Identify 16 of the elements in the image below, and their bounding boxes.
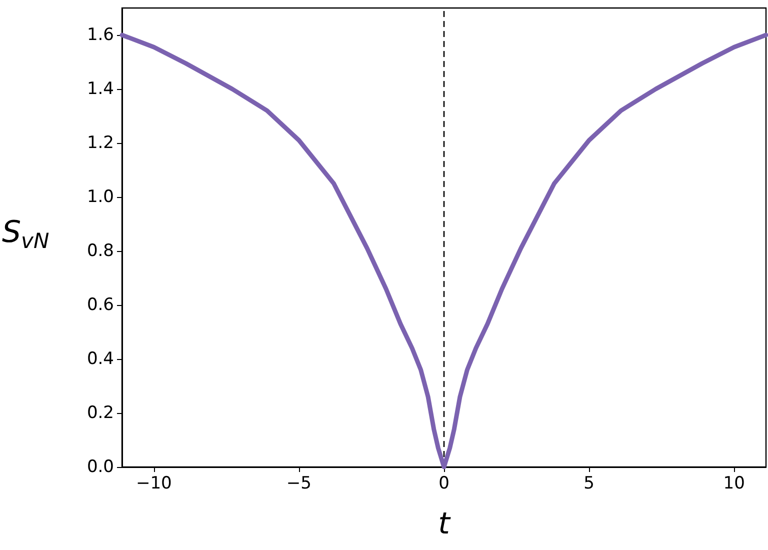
y-tick-label: 0.6: [86, 295, 114, 315]
y-tick-label: 1.6: [86, 25, 114, 45]
y-tick-label: 1.4: [86, 79, 114, 99]
x-tick-label: −5: [286, 474, 312, 494]
y-tick-label: 0.8: [86, 241, 114, 261]
y-tick-label: 0.0: [86, 457, 114, 477]
x-tick-label: −10: [136, 474, 172, 494]
y-tick-label: 0.4: [86, 349, 114, 369]
y-axis-title: S$_{vN}$: [2, 215, 50, 253]
y-tick-label: 1.0: [86, 187, 114, 207]
y-tick-label: 0.2: [86, 403, 114, 423]
x-tick-label: 10: [723, 474, 745, 494]
x-tick-label: 5: [584, 474, 594, 494]
x-axis-title: t: [438, 506, 452, 542]
y-tick-label: 1.2: [86, 133, 114, 153]
x-tick-label: 0: [438, 474, 450, 494]
